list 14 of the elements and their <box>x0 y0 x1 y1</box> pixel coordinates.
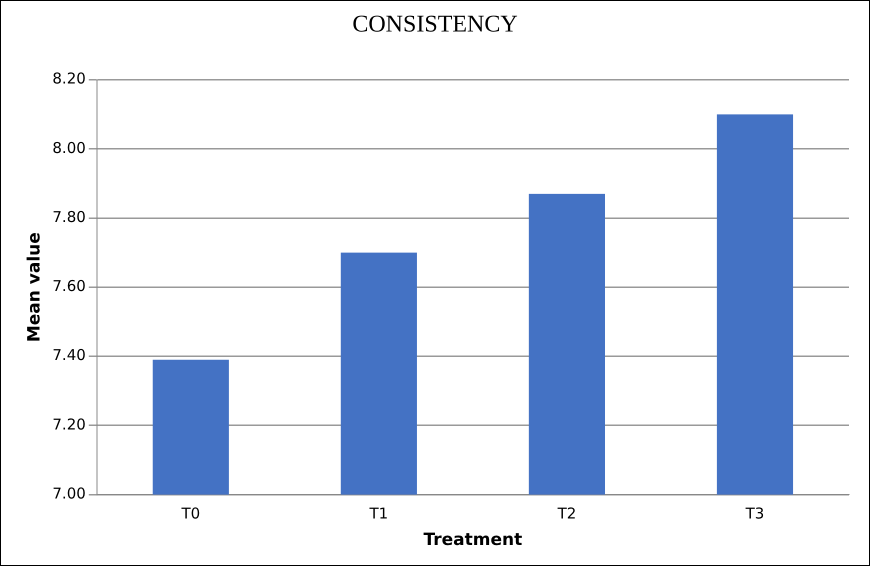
y-tick-label: 8.20 <box>52 70 86 88</box>
y-tick-label: 7.20 <box>52 415 86 434</box>
x-tick-label: T2 <box>556 504 576 522</box>
chart-title: CONSISTENCY <box>352 12 518 38</box>
y-axis-title: Mean value <box>24 232 45 342</box>
y-tick-label: 7.80 <box>52 208 86 226</box>
x-tick-label: T3 <box>744 504 764 522</box>
x-tick-label: T0 <box>180 504 200 522</box>
y-tick-label: 8.00 <box>52 138 86 157</box>
x-tick-label: T1 <box>368 504 388 522</box>
x-axis-title: Treatment <box>424 530 522 550</box>
y-tick-label: 7.00 <box>52 484 86 502</box>
y-tick-label: 7.60 <box>52 277 86 296</box>
y-tick-label: 7.40 <box>52 346 86 364</box>
